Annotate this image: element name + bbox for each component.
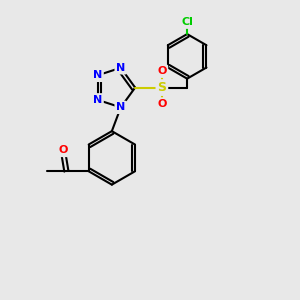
Text: Cl: Cl	[181, 17, 193, 27]
Text: S: S	[158, 81, 166, 94]
Text: N: N	[93, 70, 102, 80]
Text: N: N	[93, 95, 102, 105]
Text: O: O	[157, 66, 167, 76]
Text: N: N	[116, 102, 125, 112]
Text: O: O	[157, 99, 167, 109]
Text: N: N	[116, 63, 125, 73]
Text: O: O	[59, 146, 68, 155]
